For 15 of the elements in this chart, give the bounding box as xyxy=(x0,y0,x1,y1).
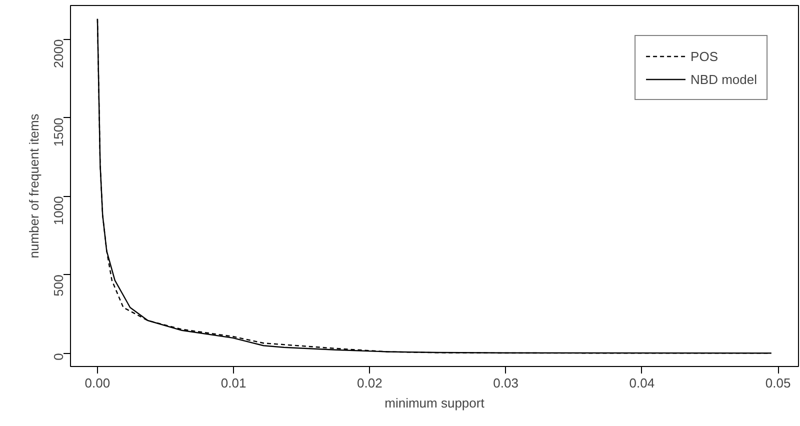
y-tick-label: 1000 xyxy=(51,196,66,226)
x-tick-label: 0.01 xyxy=(220,376,246,390)
legend-label: NBD model xyxy=(690,72,757,86)
x-tick-label: 0.03 xyxy=(493,376,518,390)
x-tick-label: 0.00 xyxy=(84,376,110,390)
x-tick-label: 0.02 xyxy=(357,376,382,390)
y-axis-title: number of frequent items xyxy=(26,113,42,258)
x-axis-title: minimum support xyxy=(384,396,485,410)
y-tick-label: 0 xyxy=(51,353,66,360)
x-tick-label: 0.05 xyxy=(765,376,791,390)
y-tick-label: 2000 xyxy=(51,39,66,68)
x-tick-label: 0.04 xyxy=(629,376,655,390)
legend-label: POS xyxy=(690,48,718,64)
y-tick-label: 500 xyxy=(51,274,66,296)
y-tick-label: 1500 xyxy=(51,118,66,147)
